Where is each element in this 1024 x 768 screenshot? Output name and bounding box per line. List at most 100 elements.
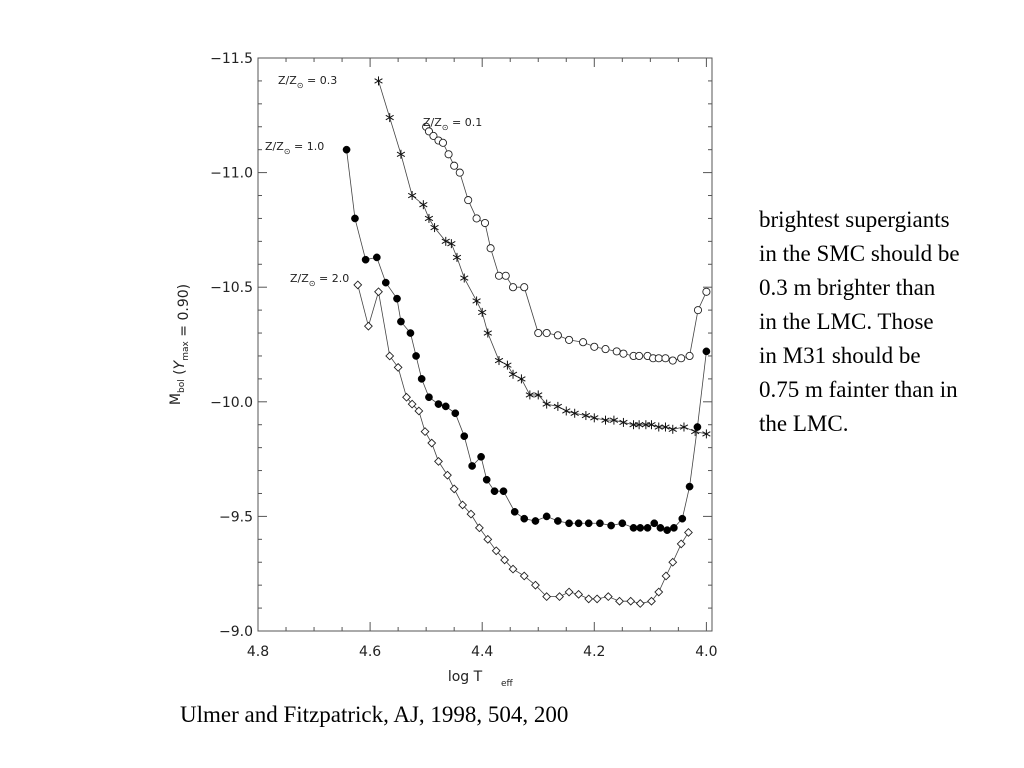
data-point	[430, 223, 439, 233]
data-point-stroke	[396, 151, 406, 157]
plot-frame	[257, 57, 713, 632]
data-point	[564, 587, 574, 597]
data-point	[381, 278, 390, 287]
x-tick-label: 4.0	[695, 644, 717, 660]
series-label-sun: ⊙	[442, 123, 449, 132]
series-2	[342, 145, 711, 535]
y-axis-label: Mbol (Ymax = 0.90)	[168, 284, 192, 405]
data-point	[603, 592, 613, 602]
data-point	[374, 76, 383, 86]
data-point	[417, 375, 426, 383]
data-point	[520, 283, 529, 292]
data-point	[508, 369, 518, 379]
data-point	[508, 283, 518, 292]
data-point	[542, 592, 552, 602]
data-point	[468, 462, 476, 470]
data-point	[450, 161, 459, 170]
data-point	[661, 354, 670, 363]
data-point	[455, 168, 464, 177]
data-point	[363, 321, 373, 331]
data-point	[685, 482, 694, 491]
data-point	[483, 328, 492, 338]
data-point	[490, 487, 499, 496]
data-point	[629, 524, 638, 532]
data-point	[615, 596, 624, 606]
data-point-stroke	[647, 422, 656, 428]
data-point	[478, 307, 487, 317]
data-point	[472, 214, 481, 223]
y-axis-label-part: bol	[177, 379, 187, 393]
y-axis-label-part: = 0.90)	[176, 284, 192, 341]
data-point-stroke	[679, 424, 689, 430]
data-point	[592, 594, 602, 604]
data-point	[372, 253, 381, 262]
data-point	[553, 331, 562, 340]
data-point	[510, 507, 519, 516]
note-line: 0.75 m fainter than in	[759, 377, 958, 402]
data-point	[434, 400, 443, 408]
data-point	[412, 352, 420, 360]
data-point	[534, 328, 543, 338]
data-point	[474, 523, 484, 533]
series-label-value: = 0.3	[303, 74, 337, 87]
data-point	[542, 328, 551, 338]
x-axis-label-sub: eff	[501, 679, 514, 689]
data-point	[678, 514, 687, 523]
data-point	[534, 390, 543, 400]
data-point-stroke	[601, 417, 610, 423]
data-point	[702, 347, 711, 356]
data-point	[579, 338, 588, 347]
data-point	[693, 423, 702, 431]
data-point	[480, 218, 490, 228]
data-point	[494, 271, 504, 280]
data-point	[525, 390, 535, 400]
data-point	[531, 580, 540, 590]
data-point	[483, 534, 493, 544]
data-point-stroke	[441, 238, 450, 245]
data-point	[486, 244, 495, 253]
data-point	[531, 517, 540, 525]
data-point	[414, 406, 424, 416]
data-point	[596, 519, 604, 528]
data-point	[424, 213, 434, 223]
series-label: Z/Z⊙ = 0.3	[278, 74, 337, 90]
data-point	[425, 393, 433, 402]
data-point	[464, 196, 473, 205]
data-point-stroke	[542, 401, 551, 407]
data-point-stroke	[619, 419, 628, 426]
data-point	[542, 399, 551, 409]
data-point-stroke	[553, 403, 563, 410]
data-point	[601, 415, 610, 425]
data-point-stroke	[590, 415, 599, 421]
data-point-stroke	[374, 78, 383, 84]
data-point	[385, 113, 394, 123]
data-point	[607, 521, 615, 530]
data-point-stroke	[460, 275, 469, 281]
data-point	[500, 555, 510, 565]
data-point	[661, 422, 670, 432]
data-point	[685, 351, 694, 361]
y-tick-label: −10.0	[210, 395, 253, 411]
data-point	[555, 592, 564, 602]
data-point-stroke	[385, 114, 394, 121]
series-layer	[342, 76, 711, 608]
data-point-stroke	[562, 408, 571, 414]
data-point	[647, 420, 656, 430]
data-point-stroke	[472, 298, 481, 304]
data-point	[374, 287, 383, 297]
series-label: Z/Z⊙ = 1.0	[265, 140, 324, 156]
data-point	[684, 528, 693, 537]
data-point	[565, 335, 574, 344]
data-point	[574, 589, 584, 599]
y-axis-label-part: M	[168, 393, 184, 405]
data-point-stroke	[452, 254, 462, 261]
data-point	[501, 271, 510, 280]
data-point	[693, 306, 703, 315]
data-point	[503, 360, 512, 370]
data-point-stroke	[634, 422, 644, 428]
data-point	[466, 509, 476, 519]
data-point	[668, 356, 677, 365]
data-point	[517, 374, 526, 384]
data-point	[626, 596, 636, 606]
